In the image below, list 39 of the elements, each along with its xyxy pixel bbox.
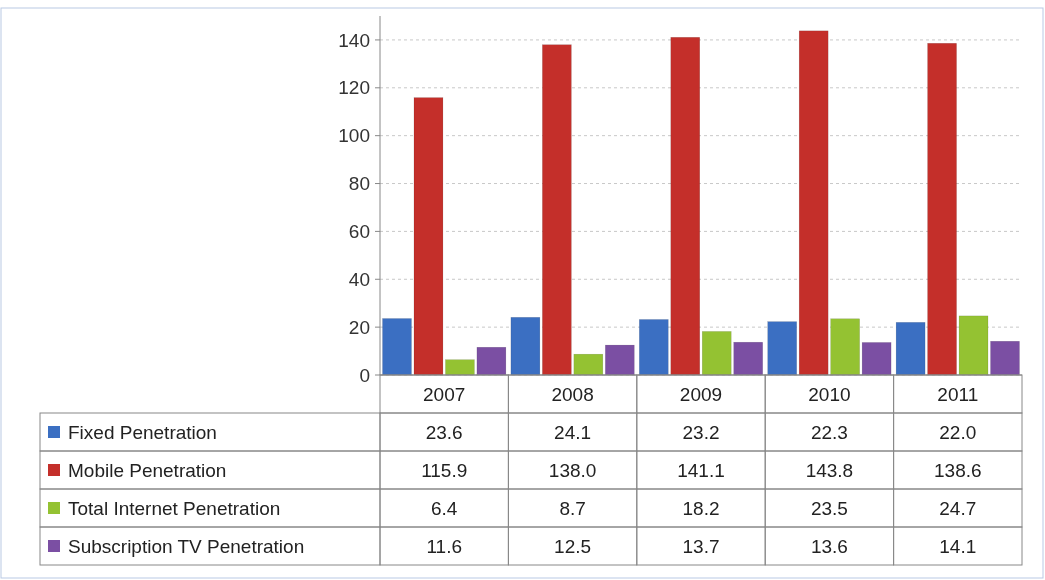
x-tick-label: 2007 <box>423 383 466 405</box>
data-label: 22.0 <box>939 421 977 443</box>
data-label: 6.4 <box>430 497 458 519</box>
data-label: 18.2 <box>682 497 720 519</box>
legend-label: Mobile Penetration <box>68 459 227 481</box>
data-label: 138.6 <box>934 459 982 481</box>
y-tick-label: 140 <box>338 29 370 51</box>
legend-label: Fixed Penetration <box>68 421 217 443</box>
x-tick-label: 2008 <box>551 383 594 405</box>
data-label: 12.5 <box>554 535 592 557</box>
x-tick-label: 2010 <box>808 383 851 405</box>
data-label: 24.7 <box>939 497 977 519</box>
x-tick-label: 2009 <box>679 383 723 405</box>
data-label: 13.7 <box>682 535 720 557</box>
data-label: 141.1 <box>677 459 725 481</box>
bar <box>605 344 635 376</box>
y-tick-label: 40 <box>348 268 370 290</box>
data-label: 11.6 <box>426 535 462 557</box>
data-label: 143.8 <box>805 459 854 481</box>
legend-label: Total Internet Penetration <box>68 497 281 519</box>
y-tick-label: 100 <box>338 125 370 147</box>
y-tick-label: 120 <box>338 77 370 99</box>
y-tick-label: 80 <box>348 173 370 195</box>
data-label: 23.5 <box>810 497 848 519</box>
y-tick-label: 20 <box>348 316 370 338</box>
bar <box>767 321 797 376</box>
data-label: 23.2 <box>682 421 720 443</box>
data-label: 8.7 <box>559 497 586 519</box>
y-tick-label: 0 <box>359 364 370 386</box>
data-label: 23.6 <box>425 421 463 443</box>
data-label: 14.1 <box>939 535 977 557</box>
data-label: 115.9 <box>421 459 468 481</box>
data-label: 24.1 <box>554 421 592 443</box>
data-label: 13.6 <box>810 535 848 557</box>
legend-label: Subscription TV Penetration <box>68 535 305 557</box>
x-tick-label: 2011 <box>937 383 979 405</box>
data-label: 22.3 <box>810 421 848 443</box>
data-label: 138.0 <box>548 459 597 481</box>
y-tick-label: 60 <box>348 221 370 243</box>
